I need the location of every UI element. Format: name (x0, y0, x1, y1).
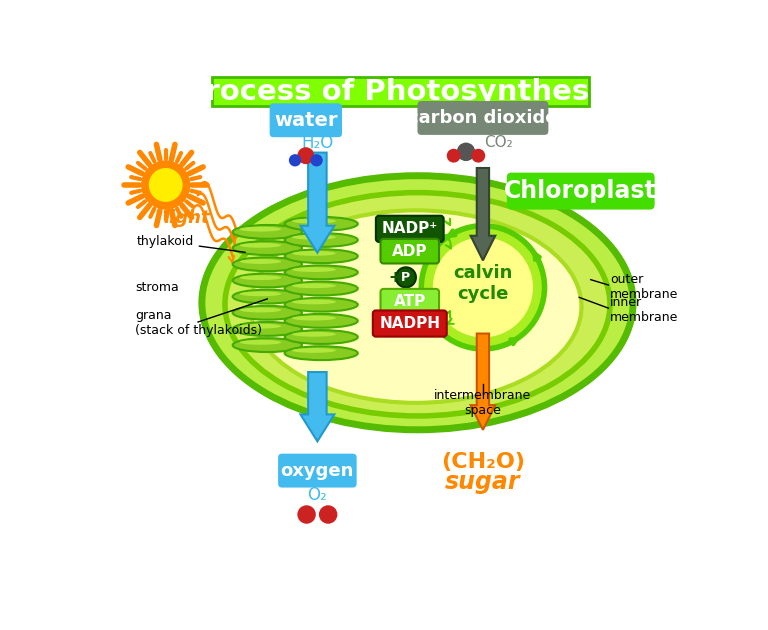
Ellipse shape (233, 257, 302, 271)
Ellipse shape (233, 338, 302, 352)
Ellipse shape (285, 233, 358, 247)
Circle shape (141, 160, 190, 210)
Text: ATP: ATP (394, 294, 426, 309)
FancyBboxPatch shape (380, 289, 439, 314)
Ellipse shape (292, 219, 336, 224)
FancyBboxPatch shape (380, 239, 439, 263)
Ellipse shape (240, 324, 281, 329)
Circle shape (447, 149, 461, 163)
Text: Process of Photosynthesis: Process of Photosynthesis (184, 77, 617, 106)
Ellipse shape (240, 259, 281, 264)
Circle shape (422, 226, 545, 349)
Ellipse shape (233, 322, 302, 336)
Text: oxygen: oxygen (280, 462, 354, 479)
FancyArrow shape (471, 333, 495, 430)
Ellipse shape (240, 307, 281, 312)
Text: inner
membrane: inner membrane (610, 297, 678, 324)
Circle shape (310, 154, 323, 166)
FancyBboxPatch shape (376, 215, 444, 242)
Ellipse shape (285, 330, 358, 344)
Ellipse shape (285, 217, 358, 231)
Circle shape (433, 238, 533, 338)
Ellipse shape (285, 346, 358, 360)
Text: stroma: stroma (135, 281, 179, 294)
Text: O₂: O₂ (307, 486, 327, 504)
Ellipse shape (240, 243, 281, 248)
Circle shape (297, 505, 316, 524)
Ellipse shape (240, 275, 281, 280)
FancyArrow shape (300, 372, 334, 442)
Text: (CH₂O): (CH₂O) (441, 452, 525, 472)
Ellipse shape (233, 241, 302, 255)
Text: NADP⁺: NADP⁺ (382, 221, 438, 236)
Ellipse shape (285, 298, 358, 312)
Ellipse shape (292, 251, 336, 256)
Circle shape (472, 149, 485, 163)
Text: outer
membrane: outer membrane (610, 273, 678, 301)
FancyBboxPatch shape (372, 311, 447, 336)
Ellipse shape (292, 348, 336, 353)
Text: NADPH: NADPH (379, 316, 440, 331)
Text: CO₂: CO₂ (484, 135, 513, 150)
Ellipse shape (233, 290, 302, 304)
Text: intermembrane
space: intermembrane space (434, 389, 531, 417)
Ellipse shape (292, 316, 336, 321)
Ellipse shape (292, 299, 336, 304)
Ellipse shape (292, 332, 336, 336)
Text: Chloroplast: Chloroplast (505, 179, 657, 203)
Ellipse shape (240, 227, 281, 232)
Ellipse shape (250, 210, 581, 403)
FancyBboxPatch shape (270, 103, 342, 137)
Ellipse shape (285, 249, 358, 263)
Ellipse shape (292, 267, 336, 272)
Ellipse shape (233, 306, 302, 319)
Circle shape (289, 154, 301, 166)
Circle shape (457, 142, 475, 161)
Text: thylakoid: thylakoid (137, 235, 245, 253)
Ellipse shape (202, 176, 633, 430)
Ellipse shape (285, 282, 358, 295)
FancyBboxPatch shape (418, 101, 548, 135)
Circle shape (396, 267, 416, 287)
Circle shape (319, 505, 337, 524)
Text: water: water (274, 111, 338, 130)
Ellipse shape (292, 235, 336, 239)
Ellipse shape (240, 340, 281, 345)
Circle shape (297, 147, 314, 164)
Text: grana
(stack of thylakoids): grana (stack of thylakoids) (135, 309, 262, 336)
Text: +: + (388, 270, 401, 285)
Ellipse shape (285, 314, 358, 328)
FancyBboxPatch shape (278, 454, 356, 488)
Ellipse shape (240, 292, 281, 296)
Text: light: light (163, 209, 210, 227)
Ellipse shape (233, 225, 302, 239)
Text: H₂O: H₂O (301, 134, 333, 152)
Ellipse shape (285, 265, 358, 279)
Circle shape (149, 168, 183, 202)
FancyBboxPatch shape (507, 173, 654, 210)
Text: P: P (402, 271, 410, 284)
Text: calvin
cycle: calvin cycle (453, 264, 512, 303)
Ellipse shape (225, 193, 610, 416)
FancyBboxPatch shape (212, 77, 589, 106)
Ellipse shape (233, 273, 302, 287)
Text: sugar: sugar (445, 470, 521, 494)
FancyArrow shape (300, 152, 334, 253)
FancyArrow shape (471, 168, 495, 260)
Text: carbon dioxide: carbon dioxide (408, 109, 558, 127)
Ellipse shape (292, 284, 336, 288)
Text: ADP: ADP (392, 244, 428, 259)
